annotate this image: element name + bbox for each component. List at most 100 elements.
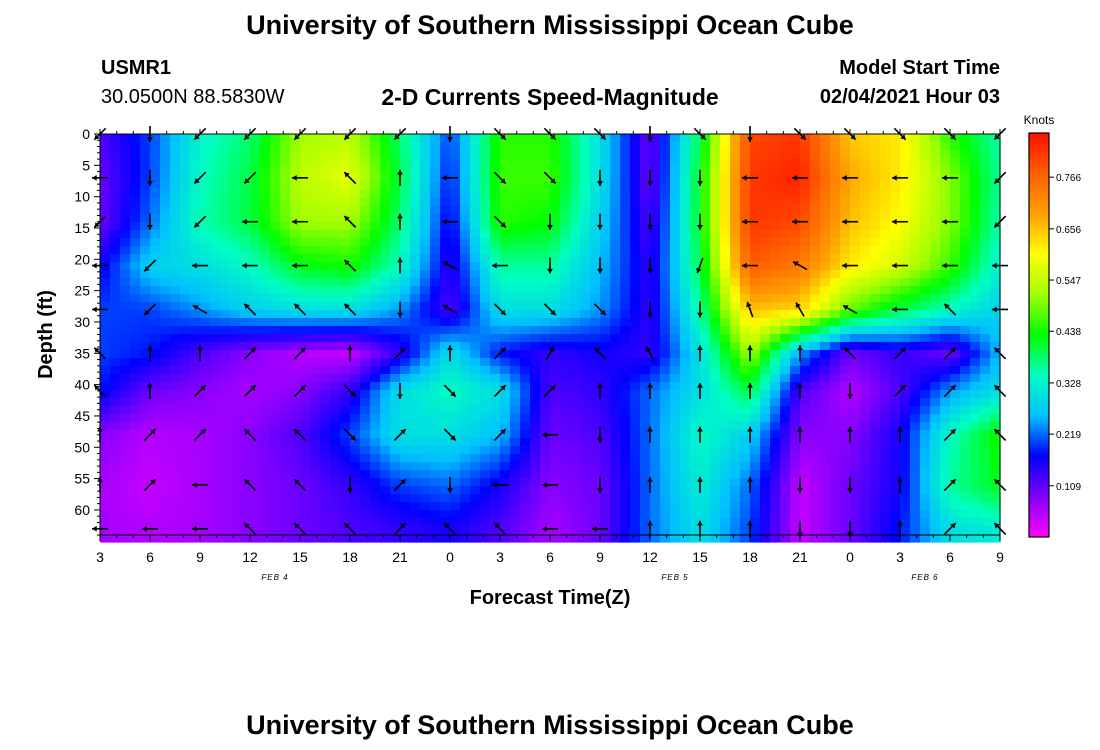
- x-tick-label: 9: [196, 549, 204, 565]
- direction-arrow: [597, 382, 603, 399]
- direction-arrow: [443, 384, 457, 398]
- direction-arrow: [393, 347, 407, 360]
- y-tick-label: 0: [82, 126, 90, 142]
- direction-arrow: [242, 218, 258, 225]
- chart-subtitle: 2-D Currents Speed-Magnitude: [381, 84, 719, 110]
- direction-arrow: [447, 476, 453, 493]
- station-id: USMR1: [101, 57, 172, 79]
- x-tick-label: 15: [692, 549, 708, 565]
- x-tick-label: 3: [96, 549, 104, 565]
- y-tick-label: 15: [74, 220, 90, 236]
- colorbar-tick-label: 0.656: [1056, 225, 1081, 236]
- direction-arrow: [943, 428, 957, 441]
- direction-arrow: [193, 171, 207, 185]
- direction-arrow: [647, 257, 653, 274]
- direction-arrow: [597, 169, 603, 186]
- direction-arrow: [697, 169, 703, 186]
- direction-arrow: [293, 303, 307, 316]
- direction-arrow: [397, 169, 403, 186]
- colorbar-tick-label: 0.219: [1056, 430, 1081, 441]
- y-tick-label: 45: [74, 408, 90, 424]
- direction-arrow: [493, 428, 507, 441]
- direction-arrow: [843, 347, 857, 360]
- direction-arrow: [893, 384, 907, 398]
- direction-arrow: [343, 303, 357, 316]
- x-tick-label: 21: [792, 549, 808, 565]
- y-tick-label: 20: [74, 251, 90, 267]
- direction-arrow: [842, 304, 858, 315]
- direction-arrow: [792, 218, 808, 225]
- direction-arrow: [493, 215, 507, 228]
- direction-arrow: [293, 478, 307, 492]
- direction-arrow: [696, 257, 704, 274]
- direction-arrow: [697, 301, 703, 318]
- direction-arrow: [847, 426, 853, 443]
- direction-arrow: [493, 171, 507, 185]
- date-label: FEB 5: [661, 573, 688, 582]
- direction-arrow: [197, 345, 203, 362]
- x-tick-label: 9: [996, 549, 1004, 565]
- direction-arrow: [393, 522, 407, 535]
- heatmap-field: [100, 134, 1001, 543]
- x-axis: 3 6 9 12 15 18 21 0 3 6 9 12 15 18 21 0 3 6 9 FEB 4 FEB 5 FEB…: [96, 129, 1004, 582]
- y-axis-title: Depth (ft): [35, 290, 57, 379]
- direction-arrow: [343, 384, 357, 398]
- direction-arrow: [343, 259, 357, 272]
- x-tick-label: 21: [392, 549, 408, 565]
- direction-arrow: [597, 476, 603, 493]
- direction-arrow: [697, 426, 703, 443]
- colorbar-tick-label: 0.766: [1056, 173, 1081, 184]
- direction-arrow: [192, 525, 208, 532]
- y-tick-label: 50: [74, 439, 90, 455]
- x-tick-label: 3: [896, 549, 904, 565]
- direction-arrow: [797, 382, 803, 399]
- direction-arrow: [842, 262, 858, 269]
- direction-arrow: [492, 482, 508, 488]
- direction-arrow: [143, 303, 157, 316]
- direction-arrow: [747, 426, 753, 443]
- direction-arrow: [293, 522, 307, 535]
- direction-arrow: [293, 428, 307, 441]
- direction-arrow: [547, 257, 553, 274]
- direction-arrow: [797, 476, 803, 493]
- direction-arrow: [447, 345, 453, 362]
- direction-arrow: [797, 520, 803, 537]
- x-tick-label: 9: [596, 549, 604, 565]
- direction-arrow: [542, 431, 558, 438]
- direction-arrow: [243, 428, 257, 441]
- x-tick-label: 6: [546, 549, 554, 565]
- direction-arrow: [593, 303, 607, 316]
- y-tick-label: 25: [74, 283, 90, 299]
- direction-arrow: [442, 304, 458, 315]
- direction-arrow: [292, 218, 308, 225]
- direction-arrow: [847, 382, 853, 399]
- direction-arrow: [293, 347, 307, 360]
- direction-arrow: [742, 174, 758, 181]
- direction-arrow: [697, 345, 703, 362]
- direction-arrow: [393, 478, 407, 492]
- direction-arrow: [443, 522, 457, 535]
- direction-arrow: [647, 476, 653, 493]
- colorbar-tick-label: 0.438: [1056, 327, 1081, 338]
- direction-arrow: [147, 213, 153, 230]
- colorbar-title: Knots: [1024, 113, 1055, 127]
- direction-arrow: [842, 174, 858, 181]
- direction-arrow: [942, 218, 958, 225]
- colorbar-tick-label: 0.328: [1056, 379, 1081, 390]
- direction-arrow: [797, 345, 803, 362]
- direction-arrow: [592, 525, 608, 532]
- direction-arrow: [343, 215, 357, 228]
- x-tick-label: 3: [496, 549, 504, 565]
- y-tick-label: 35: [74, 345, 90, 361]
- direction-arrow: [647, 301, 653, 318]
- direction-arrow: [697, 213, 703, 230]
- direction-arrow: [697, 382, 703, 399]
- direction-arrow: [897, 520, 903, 537]
- x-axis-title: Forecast Time(Z): [470, 587, 631, 609]
- date-label: FEB 4: [261, 573, 288, 582]
- direction-arrow: [243, 171, 257, 185]
- direction-arrow: [343, 171, 357, 185]
- direction-arrow: [543, 171, 557, 185]
- direction-arrow: [943, 478, 957, 492]
- direction-arrow: [942, 174, 958, 181]
